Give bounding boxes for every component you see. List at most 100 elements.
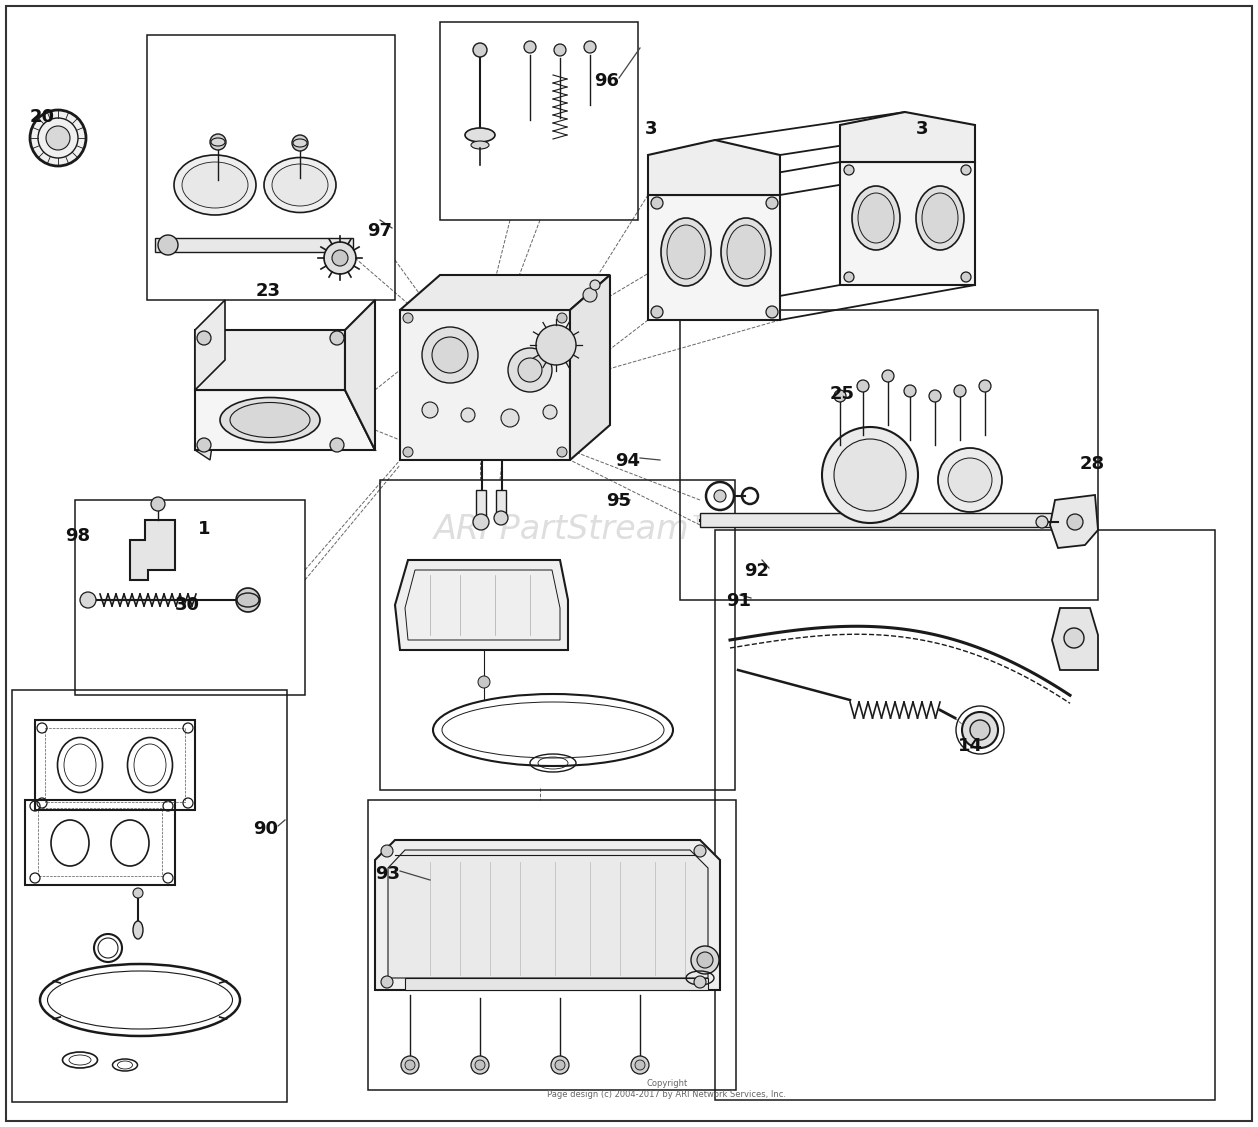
Polygon shape <box>400 275 610 310</box>
Circle shape <box>431 337 468 373</box>
Circle shape <box>905 385 916 397</box>
Circle shape <box>381 976 392 988</box>
Circle shape <box>81 592 96 607</box>
Circle shape <box>590 279 600 290</box>
Circle shape <box>403 313 413 323</box>
Circle shape <box>421 327 478 383</box>
Polygon shape <box>648 195 780 320</box>
Circle shape <box>584 41 596 53</box>
Circle shape <box>650 307 663 318</box>
Bar <box>715 530 1215 1100</box>
Circle shape <box>494 511 508 525</box>
Circle shape <box>237 588 260 612</box>
Circle shape <box>525 41 536 53</box>
Circle shape <box>330 331 343 345</box>
Bar <box>476 490 486 518</box>
Circle shape <box>508 348 552 392</box>
Polygon shape <box>375 840 720 990</box>
Circle shape <box>198 331 211 345</box>
Text: 28: 28 <box>1081 455 1105 473</box>
Polygon shape <box>840 112 975 162</box>
Text: Copyright
Page design (c) 2004-2017 by ARI Network Services, Inc.: Copyright Page design (c) 2004-2017 by A… <box>547 1080 786 1099</box>
Text: 94: 94 <box>615 452 640 470</box>
Circle shape <box>198 438 211 452</box>
Circle shape <box>557 447 567 458</box>
Text: 23: 23 <box>255 282 281 300</box>
Circle shape <box>536 325 576 365</box>
Bar <box>155 238 353 252</box>
Circle shape <box>834 440 906 511</box>
Circle shape <box>133 888 143 898</box>
Circle shape <box>928 390 941 402</box>
Circle shape <box>473 514 489 530</box>
Circle shape <box>766 197 777 208</box>
Bar <box>699 513 1088 527</box>
Text: ARI PartStream™: ARI PartStream™ <box>434 513 723 547</box>
Text: 14: 14 <box>959 737 982 755</box>
Circle shape <box>961 165 971 175</box>
Circle shape <box>332 250 348 266</box>
Circle shape <box>1037 516 1048 529</box>
Polygon shape <box>195 300 225 390</box>
Circle shape <box>834 390 845 402</box>
Circle shape <box>151 497 165 511</box>
Circle shape <box>882 370 894 382</box>
Circle shape <box>1067 514 1083 530</box>
Ellipse shape <box>264 158 336 213</box>
Circle shape <box>949 458 993 502</box>
Ellipse shape <box>237 593 259 607</box>
Circle shape <box>473 43 487 57</box>
Circle shape <box>501 409 520 427</box>
Text: 30: 30 <box>175 596 200 614</box>
Circle shape <box>210 134 226 150</box>
Polygon shape <box>1050 495 1098 548</box>
Ellipse shape <box>211 137 225 147</box>
Text: 92: 92 <box>743 562 769 580</box>
Circle shape <box>470 1056 489 1074</box>
Text: 20: 20 <box>30 108 55 126</box>
Circle shape <box>403 447 413 458</box>
Circle shape <box>476 1061 486 1070</box>
Circle shape <box>555 1061 565 1070</box>
Circle shape <box>381 845 392 857</box>
Polygon shape <box>570 275 610 460</box>
Circle shape <box>159 236 177 255</box>
Text: 93: 93 <box>375 866 400 882</box>
Circle shape <box>401 1056 419 1074</box>
Ellipse shape <box>465 128 494 142</box>
Circle shape <box>938 449 1003 512</box>
Circle shape <box>844 272 854 282</box>
Bar <box>681 310 1098 600</box>
Ellipse shape <box>660 218 711 286</box>
Text: 1: 1 <box>198 520 210 538</box>
Ellipse shape <box>220 398 320 443</box>
Bar <box>13 690 287 1102</box>
Circle shape <box>970 720 990 740</box>
Circle shape <box>1064 628 1084 648</box>
Text: 25: 25 <box>830 385 855 403</box>
Circle shape <box>766 307 777 318</box>
Circle shape <box>697 952 713 968</box>
Bar <box>75 500 304 695</box>
Text: 98: 98 <box>65 527 91 545</box>
Ellipse shape <box>470 141 489 149</box>
Ellipse shape <box>727 225 765 279</box>
Circle shape <box>551 1056 569 1074</box>
Circle shape <box>30 110 86 166</box>
Circle shape <box>694 976 706 988</box>
Circle shape <box>979 380 991 392</box>
Circle shape <box>421 402 438 418</box>
Circle shape <box>554 44 566 56</box>
Circle shape <box>961 272 971 282</box>
Polygon shape <box>345 300 375 450</box>
Circle shape <box>582 289 598 302</box>
Text: 3: 3 <box>645 119 658 137</box>
Circle shape <box>962 712 998 748</box>
Circle shape <box>632 1056 649 1074</box>
Polygon shape <box>840 162 975 285</box>
Circle shape <box>715 490 726 502</box>
Circle shape <box>47 126 70 150</box>
Ellipse shape <box>293 139 307 147</box>
Ellipse shape <box>230 402 309 437</box>
Polygon shape <box>195 390 375 450</box>
